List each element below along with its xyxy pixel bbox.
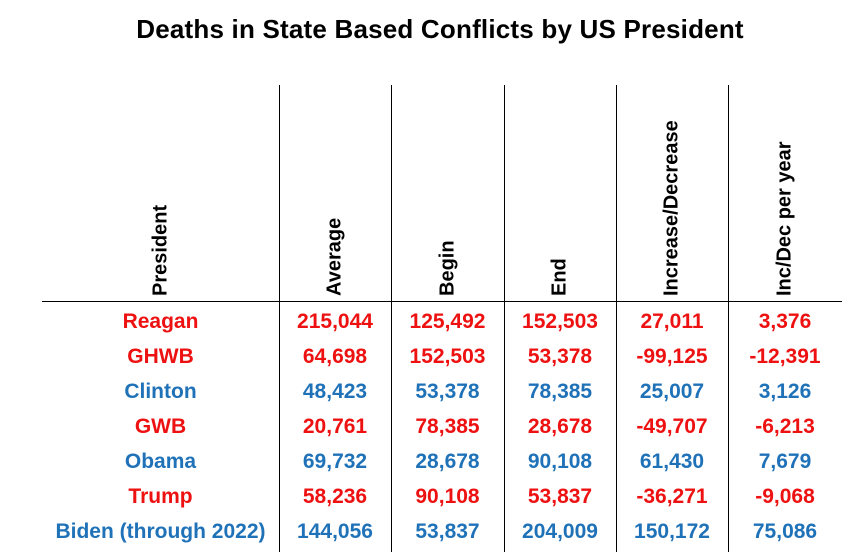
- cell-begin: 125,492: [409, 310, 486, 333]
- cell-increase-decrease: 25,007: [639, 380, 705, 403]
- header-divider: [42, 301, 842, 302]
- table-row: GWB 20,761 78,385 28,678 -49,707 -6,213: [0, 409, 865, 444]
- cell-inc-dec-per-year: 3,126: [758, 380, 812, 403]
- cell-average: 215,044: [297, 310, 373, 333]
- cell-end: 53,378: [527, 345, 593, 368]
- cell-president: GHWB: [127, 345, 194, 368]
- column-header-president: President: [42, 85, 279, 300]
- table-row: GHWB 64,698 152,503 53,378 -99,125 -12,391: [0, 339, 865, 374]
- cell-begin: 53,378: [415, 380, 480, 403]
- cell-begin: 53,837: [415, 520, 480, 543]
- cell-president: GWB: [134, 415, 187, 438]
- cell-president: Obama: [124, 450, 197, 473]
- column-header-average: Average: [279, 85, 391, 300]
- column-divider: [504, 85, 505, 552]
- cell-begin: 78,385: [415, 415, 480, 438]
- cell-average: 64,698: [302, 345, 368, 368]
- cell-increase-decrease: 61,430: [639, 450, 705, 473]
- cell-inc-dec-per-year: -9,068: [755, 485, 815, 508]
- table-row: Clinton 48,423 53,378 78,385 25,007 3,126: [0, 374, 865, 409]
- column-header-label: Average: [323, 217, 346, 296]
- table-row: Reagan 215,044 125,492 152,503 27,011 3,376: [0, 304, 865, 339]
- cell-increase-decrease: -49,707: [636, 415, 708, 438]
- cell-average: 48,423: [302, 380, 368, 403]
- table-row: Obama 69,732 28,678 90,108 61,430 7,679: [0, 444, 865, 479]
- cell-president: Trump: [128, 485, 193, 508]
- cell-president: Reagan: [122, 310, 199, 333]
- cell-end: 90,108: [527, 450, 593, 473]
- cell-begin: 90,108: [415, 485, 480, 508]
- cell-president: Biden (through 2022): [55, 520, 266, 543]
- column-header-begin: Begin: [391, 85, 504, 300]
- cell-president: Clinton: [124, 380, 197, 403]
- column-divider: [279, 85, 280, 552]
- cell-average: 69,732: [302, 450, 368, 473]
- column-header-increase-decrease: Increase/Decrease: [616, 85, 728, 300]
- table-row: Trump 58,236 90,108 53,837 -36,271 -9,068: [0, 479, 865, 514]
- cell-inc-dec-per-year: 7,679: [758, 450, 812, 473]
- column-header-label: President: [149, 204, 171, 296]
- column-header-label: Inc/Dec per year: [773, 141, 796, 296]
- cell-inc-dec-per-year: -12,391: [749, 345, 821, 368]
- cell-end: 53,837: [527, 485, 593, 508]
- cell-end: 28,678: [527, 415, 593, 438]
- column-divider: [728, 85, 729, 552]
- cell-increase-decrease: -99,125: [636, 345, 708, 368]
- cell-average: 144,056: [297, 520, 373, 543]
- cell-begin: 152,503: [409, 345, 486, 368]
- cell-increase-decrease: 27,011: [640, 310, 704, 333]
- column-header-inc-dec-per-year: Inc/Dec per year: [728, 85, 842, 300]
- column-header-label: Increase/Decrease: [660, 120, 683, 296]
- column-header-label: Begin: [436, 240, 458, 296]
- cell-average: 20,761: [302, 415, 368, 438]
- column-header-label: End: [548, 258, 571, 296]
- cell-increase-decrease: -36,271: [636, 485, 708, 508]
- chart-title: Deaths in State Based Conflicts by US Pr…: [136, 14, 744, 44]
- column-divider: [391, 85, 392, 552]
- cell-inc-dec-per-year: 3,376: [758, 310, 812, 333]
- cell-inc-dec-per-year: -6,213: [755, 415, 815, 438]
- column-divider: [616, 85, 617, 552]
- cell-end: 78,385: [527, 380, 593, 403]
- table-row: Biden (through 2022) 144,056 53,837 204,009…: [0, 514, 865, 549]
- cell-increase-decrease: 150,172: [634, 520, 710, 543]
- cell-average: 58,236: [302, 485, 368, 508]
- column-header-end: End: [504, 85, 616, 300]
- cell-end: 152,503: [522, 310, 598, 333]
- cell-end: 204,009: [522, 520, 598, 543]
- cell-begin: 28,678: [415, 450, 480, 473]
- cell-inc-dec-per-year: 75,086: [752, 520, 818, 543]
